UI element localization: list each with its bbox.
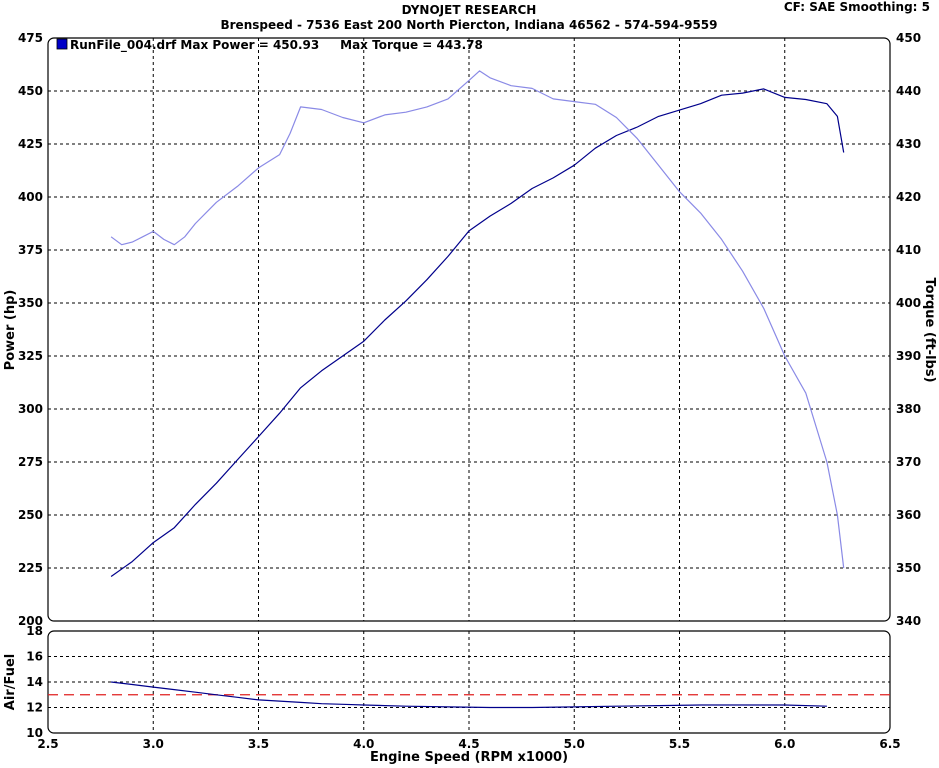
- air-fuel-plot: 10 12 14 16 18 2.5 3.0 3.5 4.0 4.5 5.0 5.5 6.0 6.5: [26, 624, 900, 751]
- torque-tick-label: 400: [896, 296, 921, 310]
- rpm-tick-label: 3.0: [143, 737, 164, 751]
- afr-tick-label: 18: [26, 624, 43, 638]
- torque-axis-title: Torque (ft-lbs): [922, 277, 937, 382]
- torque-tick-label: 380: [896, 402, 921, 416]
- rpm-axis-ticks: 2.5 3.0 3.5 4.0 4.5 5.0 5.5 6.0 6.5: [37, 737, 900, 751]
- legend-swatch: [56, 38, 68, 50]
- torque-axis-ticks: 340 350 360 370 380 390 400 410 420 430 440 450: [896, 31, 921, 628]
- cf-smoothing-label: CF: SAE Smoothing: 5: [784, 0, 930, 14]
- power-tick-label: 200: [18, 614, 43, 628]
- torque-series-line: [110, 70, 845, 569]
- main-plot-frame: [47, 37, 891, 622]
- rpm-tick-label: 5.0: [564, 737, 585, 751]
- power-tick-label: 300: [18, 402, 43, 416]
- torque-tick-label: 390: [896, 349, 921, 363]
- rpm-tick-label: 2.5: [37, 737, 58, 751]
- afr-series-line: [111, 681, 827, 709]
- power-axis-title: Power (hp): [3, 290, 18, 371]
- afr-axis-title: Air/Fuel: [3, 654, 18, 710]
- torque-tick-label: 440: [896, 84, 921, 98]
- power-tick-label: 325: [18, 349, 43, 363]
- legend-text: RunFile_004.drf Max Power = 450.93 Max T…: [70, 38, 483, 53]
- power-tick-label: 425: [18, 137, 43, 151]
- power-tick-label: 400: [18, 190, 43, 204]
- afr-axis-ticks: 10 12 14 16 18: [26, 624, 43, 740]
- main-grid: [48, 38, 890, 621]
- power-tick-label: 350: [18, 296, 43, 310]
- torque-tick-label: 430: [896, 137, 921, 151]
- afr-tick-label: 10: [26, 726, 43, 740]
- rpm-axis-title: Engine Speed (RPM x1000): [370, 750, 568, 764]
- afr-tick-label: 14: [26, 675, 43, 689]
- torque-tick-label: 450: [896, 31, 921, 45]
- main-series: [110, 70, 845, 577]
- power-tick-label: 450: [18, 84, 43, 98]
- torque-tick-label: 370: [896, 455, 921, 469]
- torque-tick-label: 420: [896, 190, 921, 204]
- rpm-tick-label: 3.5: [248, 737, 269, 751]
- power-series-line: [110, 88, 845, 577]
- power-torque-plot: 200 225 250 275 300 325 350 375 400 425 450 475 340…: [18, 31, 921, 628]
- power-tick-label: 250: [18, 508, 43, 522]
- rpm-tick-label: 6.0: [774, 737, 795, 751]
- afr-tick-label: 12: [26, 701, 43, 715]
- power-tick-label: 275: [18, 455, 43, 469]
- torque-tick-label: 340: [896, 614, 921, 628]
- power-tick-label: 225: [18, 561, 43, 575]
- torque-tick-label: 360: [896, 508, 921, 522]
- torque-tick-label: 350: [896, 561, 921, 575]
- rpm-tick-label: 4.0: [353, 737, 374, 751]
- chart-title: DYNOJET RESEARCH: [402, 3, 537, 17]
- chart-subtitle: Brenspeed - 7536 East 200 North Piercton…: [220, 18, 717, 32]
- afr-tick-label: 16: [26, 650, 43, 664]
- rpm-tick-label: 5.5: [669, 737, 690, 751]
- power-tick-label: 475: [18, 31, 43, 45]
- power-axis-ticks: 200 225 250 275 300 325 350 375 400 425 450 475: [18, 31, 43, 628]
- rpm-tick-label: 4.5: [458, 737, 479, 751]
- rpm-tick-label: 6.5: [879, 737, 900, 751]
- torque-tick-label: 410: [896, 243, 921, 257]
- afr-series: [48, 681, 890, 709]
- power-tick-label: 375: [18, 243, 43, 257]
